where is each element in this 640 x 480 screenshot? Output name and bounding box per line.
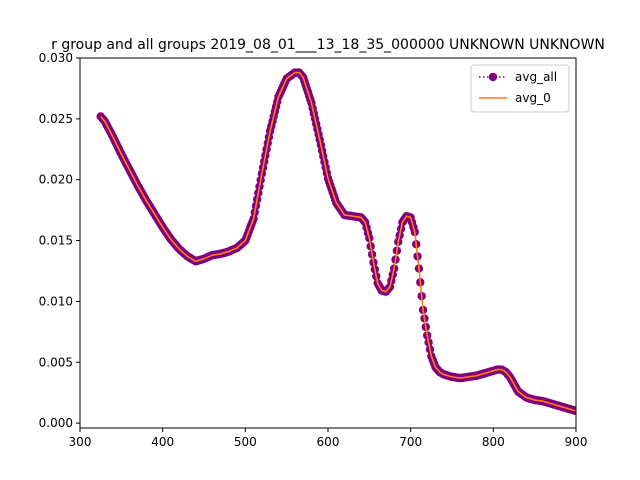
y-tick-label: 0.010: [39, 294, 73, 308]
legend-marker-avg-all: [488, 72, 498, 82]
y-axis: 0.000 0.005 0.010 0.015 0.020 0.025 0.030: [39, 51, 80, 430]
x-axis: 300 400 500 600 700 800 900: [69, 428, 588, 449]
y-tick-label: 0.030: [39, 51, 73, 65]
y-tick-label: 0.025: [39, 112, 73, 126]
plot-area: [80, 58, 576, 428]
y-tick-label: 0.020: [39, 173, 73, 187]
x-tick-label: 600: [317, 435, 340, 449]
x-tick-label: 900: [565, 435, 588, 449]
x-tick-label: 700: [399, 435, 422, 449]
x-tick-label: 800: [482, 435, 505, 449]
y-tick-label: 0.005: [39, 355, 73, 369]
legend: avg_all avg_0: [470, 64, 570, 113]
x-tick-label: 300: [69, 435, 92, 449]
legend-label-avg-0: avg_0: [515, 91, 551, 105]
legend-label-avg-all: avg_all: [515, 70, 557, 84]
y-tick-label: 0.015: [39, 234, 73, 248]
chart-title: r group and all groups 2019_08_01___13_1…: [51, 37, 605, 53]
y-tick-label: 0.000: [39, 416, 73, 430]
x-tick-label: 400: [151, 435, 174, 449]
series-layer: [96, 68, 576, 416]
line-avg-0: [100, 71, 576, 412]
x-tick-label: 500: [234, 435, 257, 449]
plot-frame: [79, 57, 577, 429]
